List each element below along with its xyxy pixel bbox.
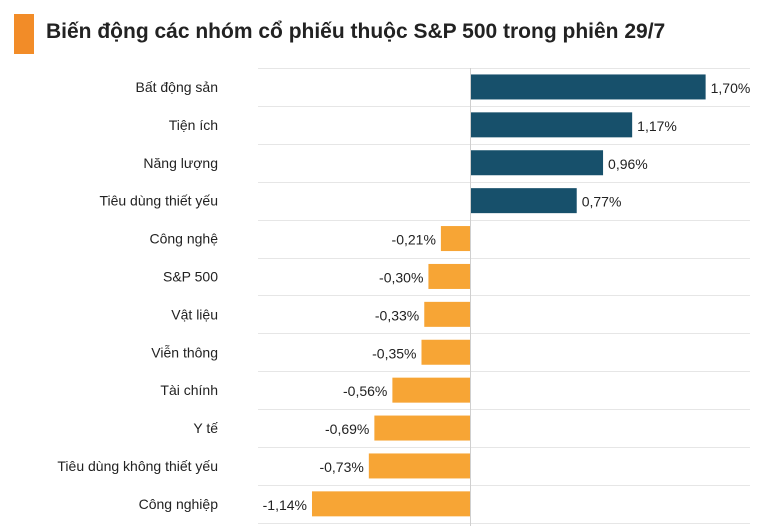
bar — [311, 491, 470, 517]
data-label: 1,70% — [711, 80, 751, 96]
data-label: -0,73% — [319, 459, 363, 475]
data-label: -0,56% — [343, 383, 387, 399]
title-accent-bar — [14, 14, 34, 54]
data-label: -1,14% — [263, 497, 307, 513]
data-label: 0,96% — [608, 156, 648, 172]
data-label: -0,35% — [372, 345, 416, 361]
category-label: Năng lượng — [143, 155, 218, 171]
bar — [470, 74, 706, 100]
bar — [368, 453, 470, 479]
category-label: Bất động sản — [135, 79, 218, 95]
bar — [428, 263, 470, 289]
category-label: Công nghiệp — [139, 496, 219, 512]
category-label: Tài chính — [160, 382, 218, 398]
chart-title: Biến động các nhóm cổ phiếu thuộc S&P 50… — [46, 20, 666, 43]
bar — [470, 112, 633, 138]
bars — [311, 74, 706, 517]
data-label: -0,33% — [375, 307, 419, 323]
data-label: -0,30% — [379, 269, 423, 285]
category-label: S&P 500 — [163, 268, 218, 284]
grid-lines — [258, 68, 750, 524]
category-label: Viễn thông — [151, 344, 218, 360]
category-label: Tiêu dùng thiết yếu — [99, 193, 218, 209]
category-label: Công nghệ — [149, 231, 218, 247]
category-label: Vật liệu — [171, 306, 218, 322]
category-label: Tiêu dùng không thiết yếu — [57, 458, 218, 474]
data-label: 1,17% — [637, 118, 677, 134]
bar — [424, 301, 470, 327]
data-label: 0,77% — [582, 194, 622, 210]
category-label: Tiện ích — [169, 117, 218, 133]
bar — [374, 415, 470, 441]
bar — [470, 150, 604, 176]
bar — [421, 339, 470, 365]
bar — [470, 188, 577, 214]
labels: Bất động sản 1,70% Tiện ích 1,17% Năng lượng… — [57, 79, 750, 513]
data-label: -0,69% — [325, 421, 369, 437]
bar — [440, 226, 470, 252]
category-label: Y tế — [193, 420, 218, 436]
data-label: -0,21% — [392, 232, 436, 248]
bar — [392, 377, 470, 403]
